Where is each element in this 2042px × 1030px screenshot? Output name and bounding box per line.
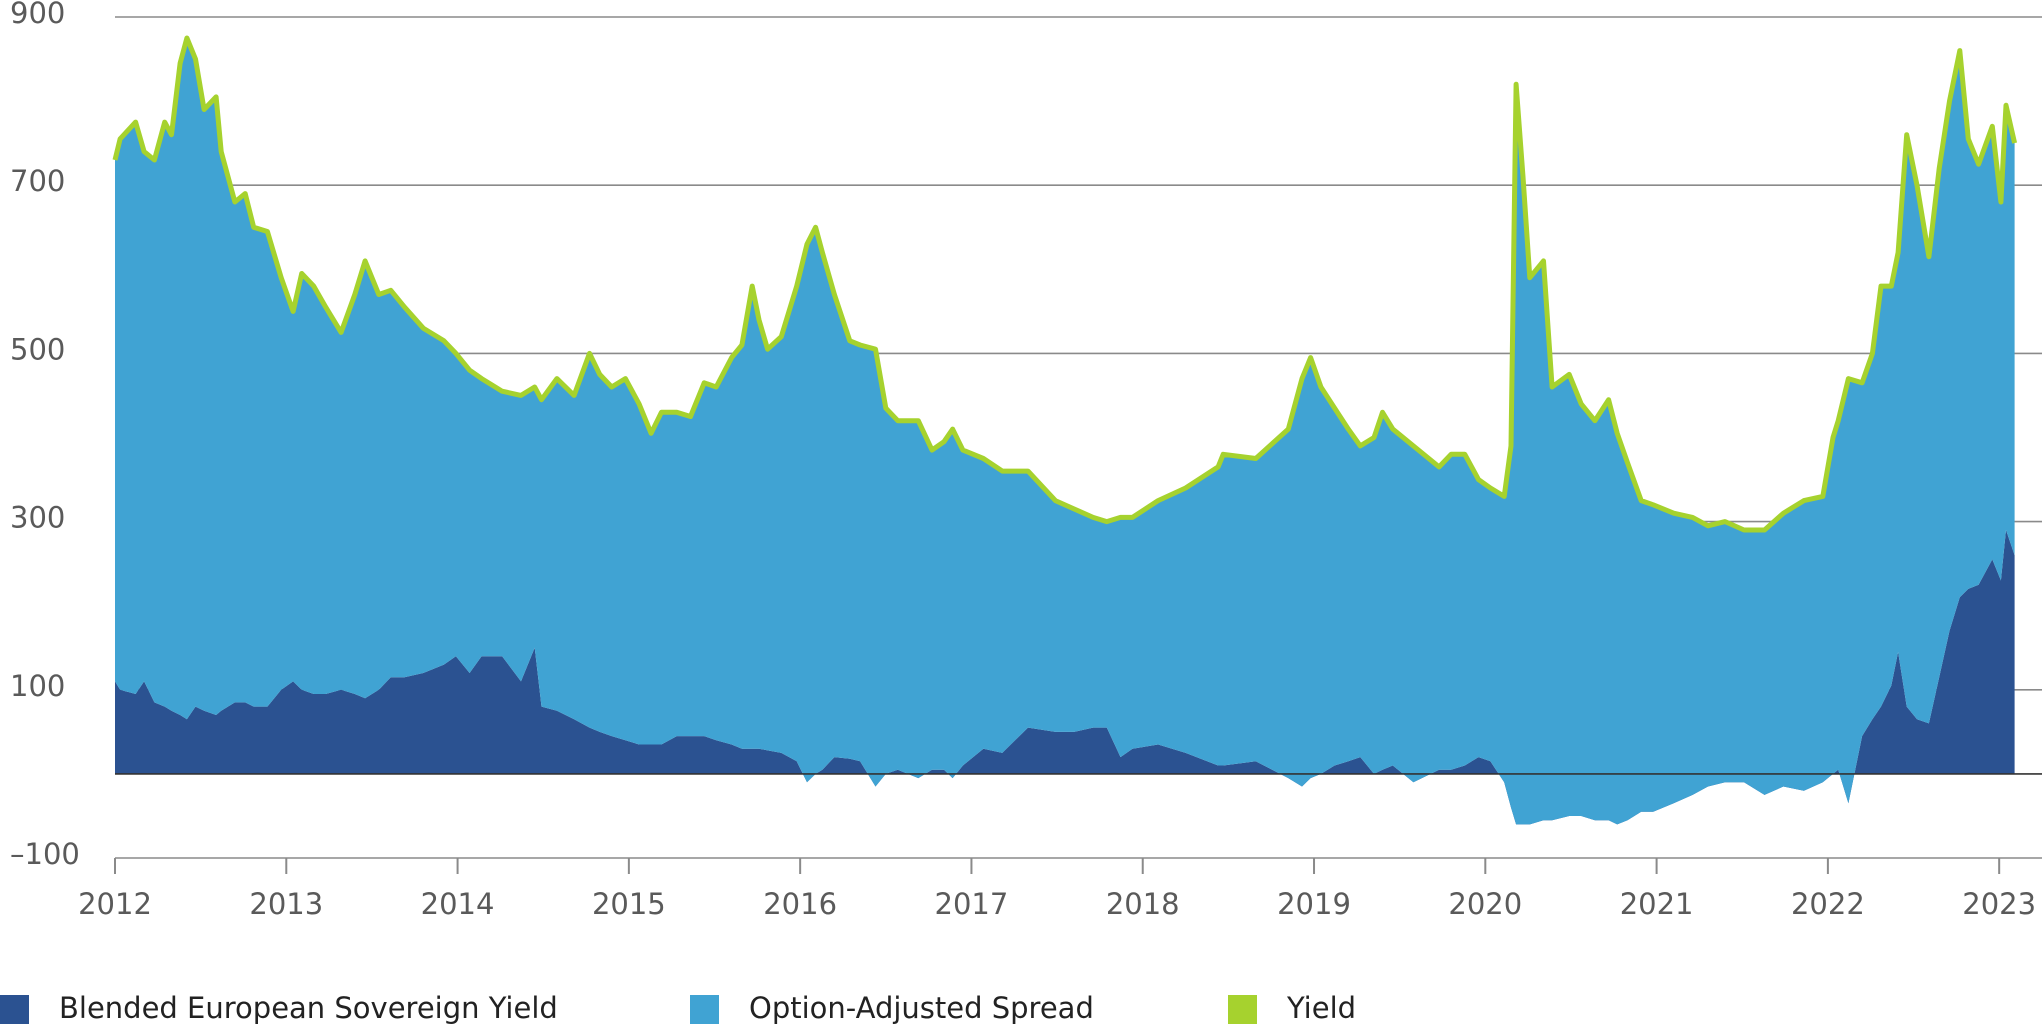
axes: 900 700 500 300 100 –100 2012 2013 2014 2015 2016 2… xyxy=(10,0,2042,921)
line xyxy=(112,35,2018,533)
x-tick-label: 2014 xyxy=(421,887,495,921)
y-tick-label: 700 xyxy=(10,164,65,198)
y-tick-label: 300 xyxy=(10,501,65,535)
y-tick-label: 500 xyxy=(10,332,65,366)
x-tick-label: 2023 xyxy=(1962,887,2036,921)
x-tick-label: 2019 xyxy=(1277,887,1351,921)
x-tick-label: 2021 xyxy=(1620,887,1694,921)
legend-swatch xyxy=(0,995,29,1024)
legend-label: Yield xyxy=(1286,991,1356,1025)
legend-label: Option-Adjusted Spread xyxy=(749,991,1094,1025)
y-tick-label: 100 xyxy=(10,669,65,703)
x-tick-label: 2016 xyxy=(763,887,837,921)
x-tick-label: 2020 xyxy=(1448,887,1522,921)
x-tick-label: 2018 xyxy=(1106,887,1180,921)
legend-label: Blended European Sovereign Yield xyxy=(59,991,558,1025)
y-tick-label: –100 xyxy=(10,837,80,871)
x-tick-label: 2017 xyxy=(935,887,1009,921)
area xyxy=(115,530,2015,825)
x-tick-label: 2022 xyxy=(1791,887,1865,921)
legend-swatch xyxy=(1228,995,1257,1024)
x-tick-label: 2013 xyxy=(249,887,323,921)
plot-area xyxy=(112,16,2042,859)
area xyxy=(115,38,2015,825)
legend-swatch xyxy=(690,995,719,1024)
x-tick-label: 2012 xyxy=(78,887,152,921)
y-tick-label: 900 xyxy=(10,0,65,30)
legend: Blended European Sovereign Yield Option-A… xyxy=(0,991,1356,1025)
x-tick-label: 2015 xyxy=(592,887,666,921)
